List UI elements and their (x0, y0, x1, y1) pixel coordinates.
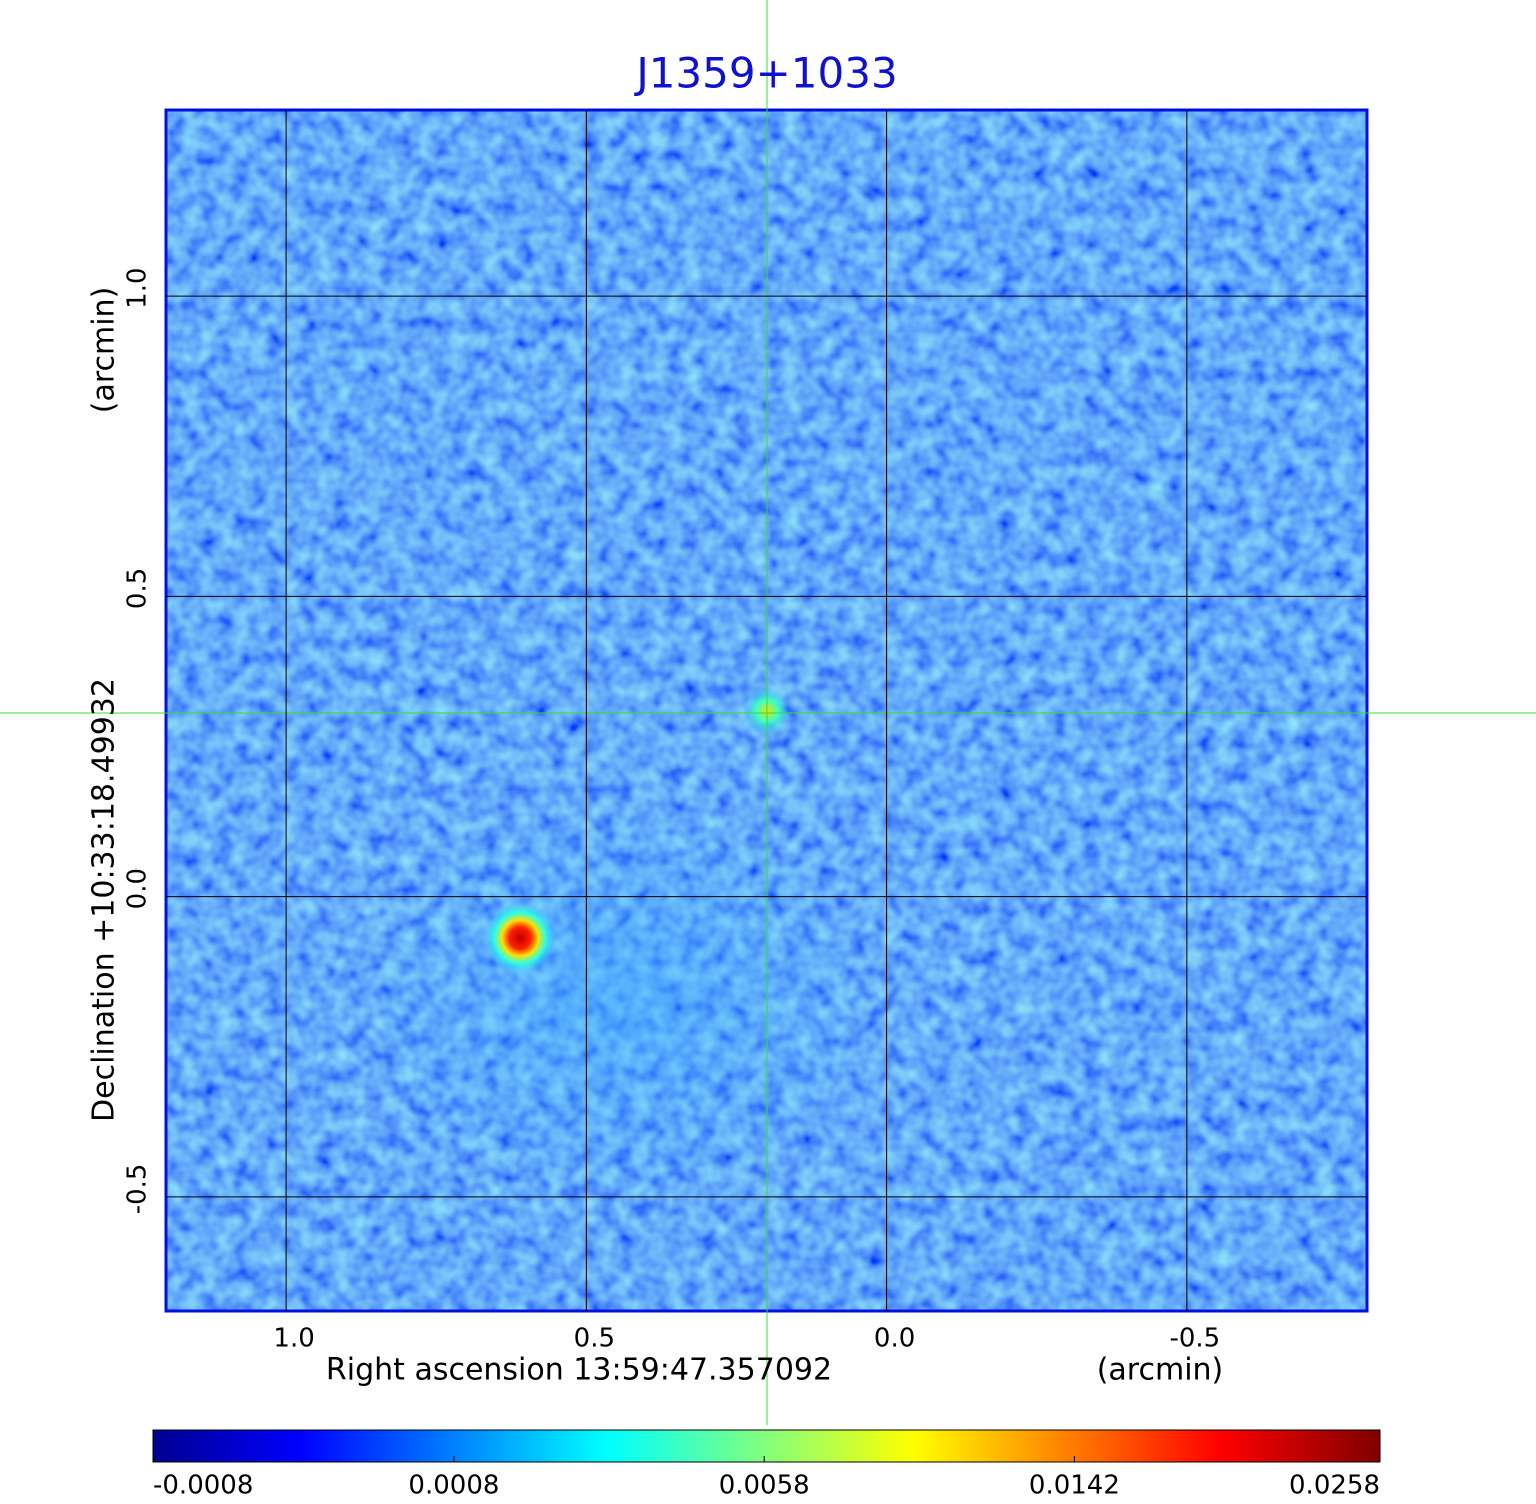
x-tick-label: 1.0 (273, 1324, 314, 1354)
y-axis-label: Declination +10:33:18.49932 (87, 678, 122, 1122)
colorbar-tick-label: 0.0258 (1289, 1471, 1380, 1501)
x-tick-label: -0.5 (1169, 1324, 1220, 1354)
colorbar (152, 1429, 1381, 1463)
chart-title: J1359+1033 (633, 49, 897, 98)
x-axis-label: Right ascension 13:59:47.357092 (326, 1353, 832, 1388)
x-tick-label: 0.0 (874, 1324, 915, 1354)
x-tick-label: 0.5 (574, 1324, 615, 1354)
y-tick-label: 1.0 (123, 267, 153, 308)
x-axis-unit: (arcmin) (1097, 1353, 1224, 1388)
y-tick-label: -0.5 (123, 1164, 153, 1215)
extended-emission (360, 800, 880, 1200)
colorbar-tick-label: 0.0142 (1029, 1471, 1120, 1501)
bright-source (484, 902, 556, 974)
colorbar-tick-label: 0.0008 (408, 1471, 499, 1501)
colorbar-tick-label: -0.0008 (153, 1471, 253, 1501)
y-tick-label: 0.5 (123, 568, 153, 609)
y-axis-unit: (arcmin) (87, 287, 122, 414)
colorbar-tick-label: 0.0058 (719, 1471, 810, 1501)
y-tick-label: 0.0 (123, 868, 153, 909)
